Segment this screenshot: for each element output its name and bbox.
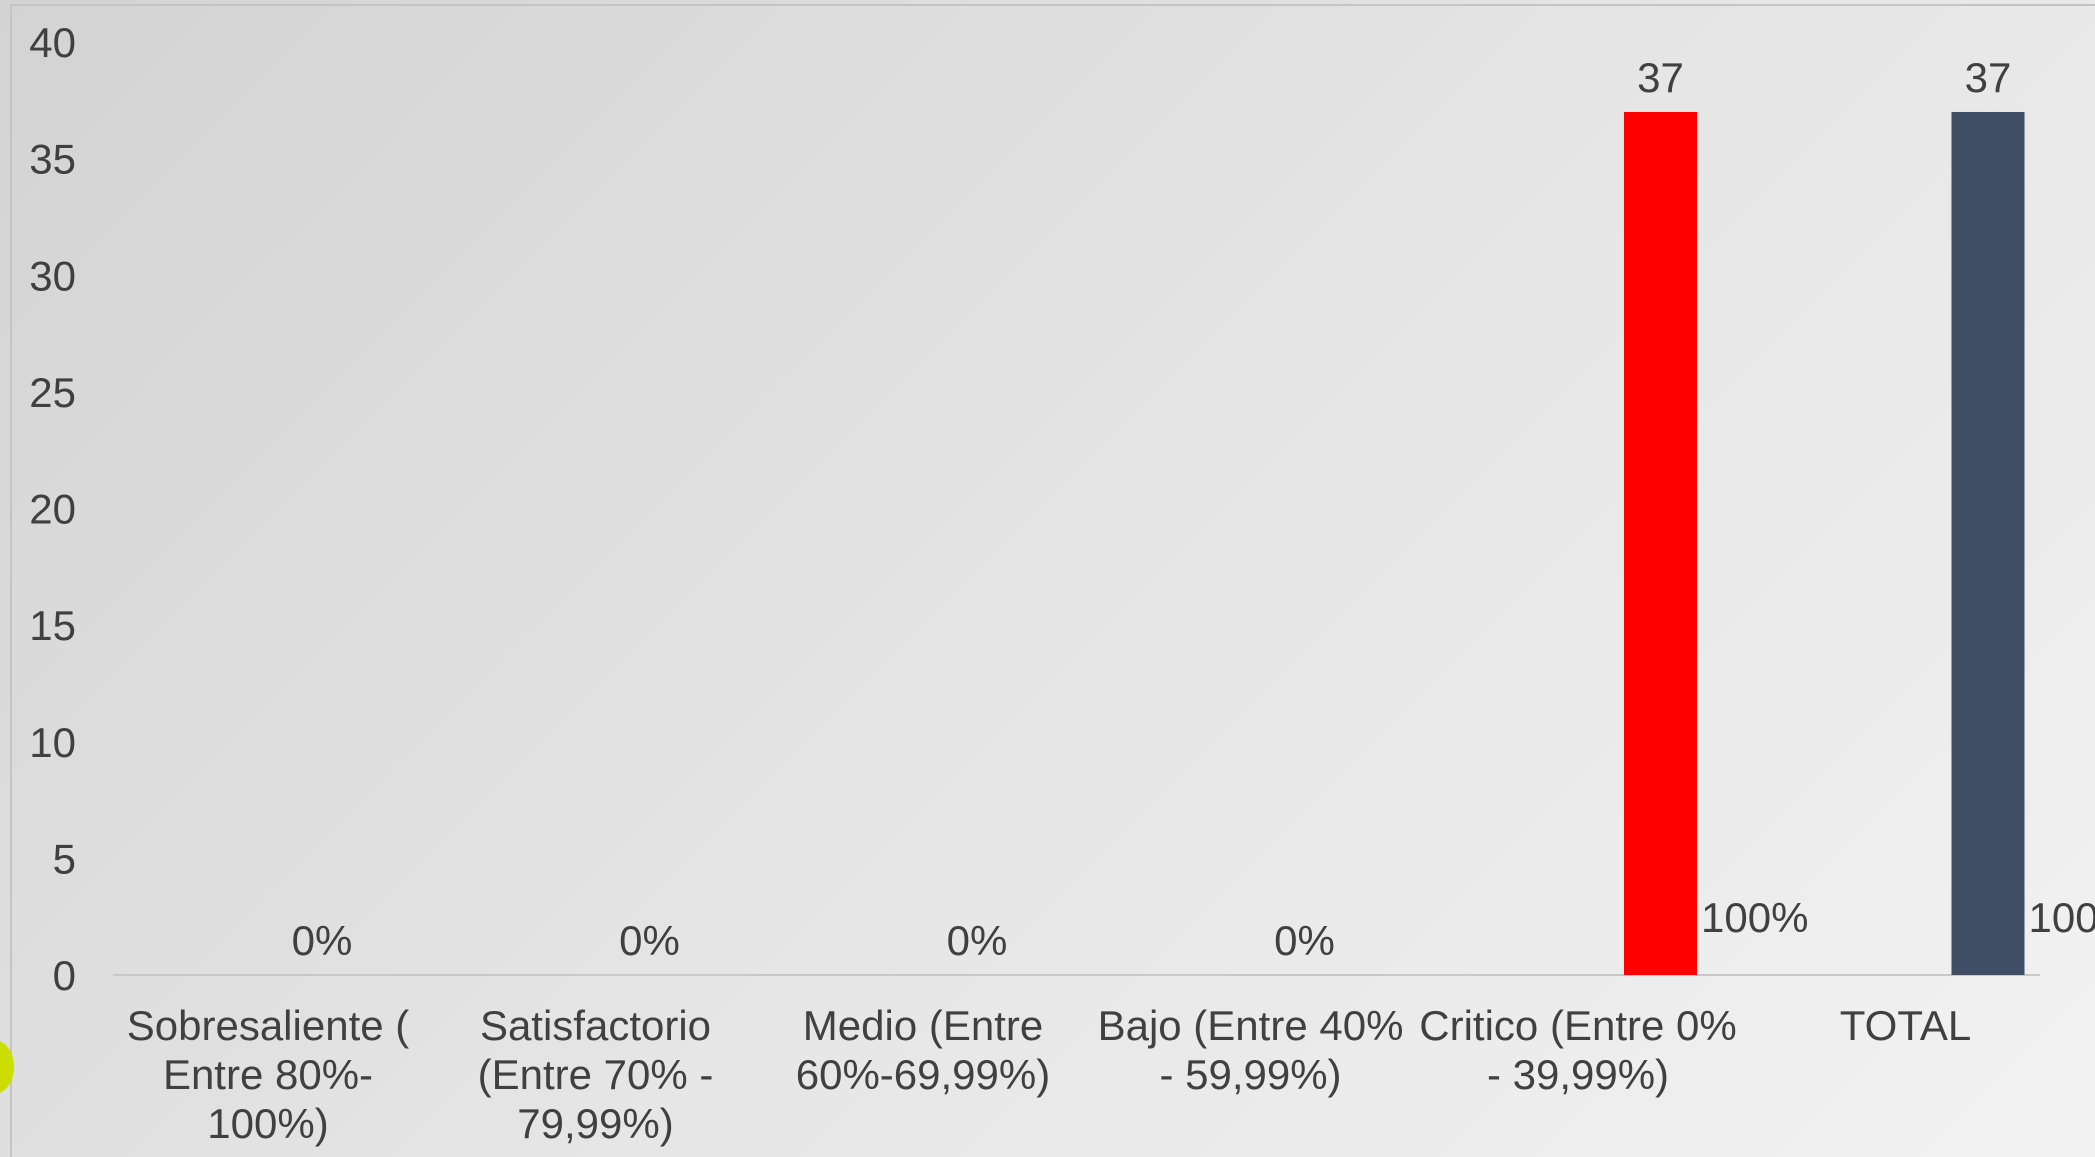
y-tick-label: 5 xyxy=(53,835,76,882)
data-label: 37 xyxy=(1637,54,1684,101)
x-category-label: Bajo (Entre 40% - 59,99%) xyxy=(1098,1002,1404,1098)
y-tick-label: 15 xyxy=(29,602,76,649)
x-category-label-line: Entre 80%- xyxy=(163,1051,373,1098)
data-label: 37 xyxy=(1965,54,2012,101)
y-tick-label: 10 xyxy=(29,719,76,766)
bar xyxy=(1624,111,1697,976)
cursor-highlight xyxy=(0,1040,14,1094)
x-category-label-line: 100%) xyxy=(207,1100,328,1147)
percent-label: 0% xyxy=(1274,917,1335,964)
x-category-label: Critico (Entre 0% - 39,99%) xyxy=(1419,1002,1736,1098)
x-category-label-line: Medio (Entre xyxy=(803,1002,1043,1049)
x-category-label-line: Bajo (Entre 40% xyxy=(1098,1002,1404,1049)
y-tick-label: 30 xyxy=(29,252,76,299)
y-tick-label: 35 xyxy=(29,136,76,183)
x-category-label-line: Sobresaliente ( xyxy=(127,1002,410,1049)
percent-label: 100% xyxy=(1701,894,1808,941)
x-category-label-line: 60%-69,99%) xyxy=(796,1051,1050,1098)
x-category-label-line: Critico (Entre 0% xyxy=(1419,1002,1736,1049)
y-tick-label: 0 xyxy=(53,952,76,999)
x-category-label-line: Satisfactorio xyxy=(480,1002,711,1049)
y-tick-label: 25 xyxy=(29,369,76,416)
y-tick-label: 40 xyxy=(29,19,76,66)
percent-label: 0% xyxy=(619,917,680,964)
x-category-label-line: (Entre 70% - xyxy=(478,1051,714,1098)
x-category-label: Satisfactorio (Entre 70% -79,99%) xyxy=(478,1002,714,1147)
x-category-label: Medio (Entre 60%-69,99%) xyxy=(796,1002,1050,1098)
y-tick-label: 20 xyxy=(29,486,76,533)
bar xyxy=(1951,111,2025,976)
x-category-label: Sobresaliente (Entre 80%-100%) xyxy=(127,1002,410,1147)
percent-label: 0% xyxy=(947,917,1008,964)
x-category-label: TOTAL xyxy=(1840,1002,1971,1049)
x-category-label-line: - 39,99%) xyxy=(1487,1051,1669,1098)
x-category-label-line: 79,99%) xyxy=(517,1100,673,1147)
chart-frame xyxy=(10,4,2095,1157)
percent-label: 100% xyxy=(2029,894,2095,941)
x-category-label-line: - 59,99%) xyxy=(1159,1051,1341,1098)
percent-label: 0% xyxy=(292,917,353,964)
x-category-label-line: TOTAL xyxy=(1840,1002,1971,1049)
